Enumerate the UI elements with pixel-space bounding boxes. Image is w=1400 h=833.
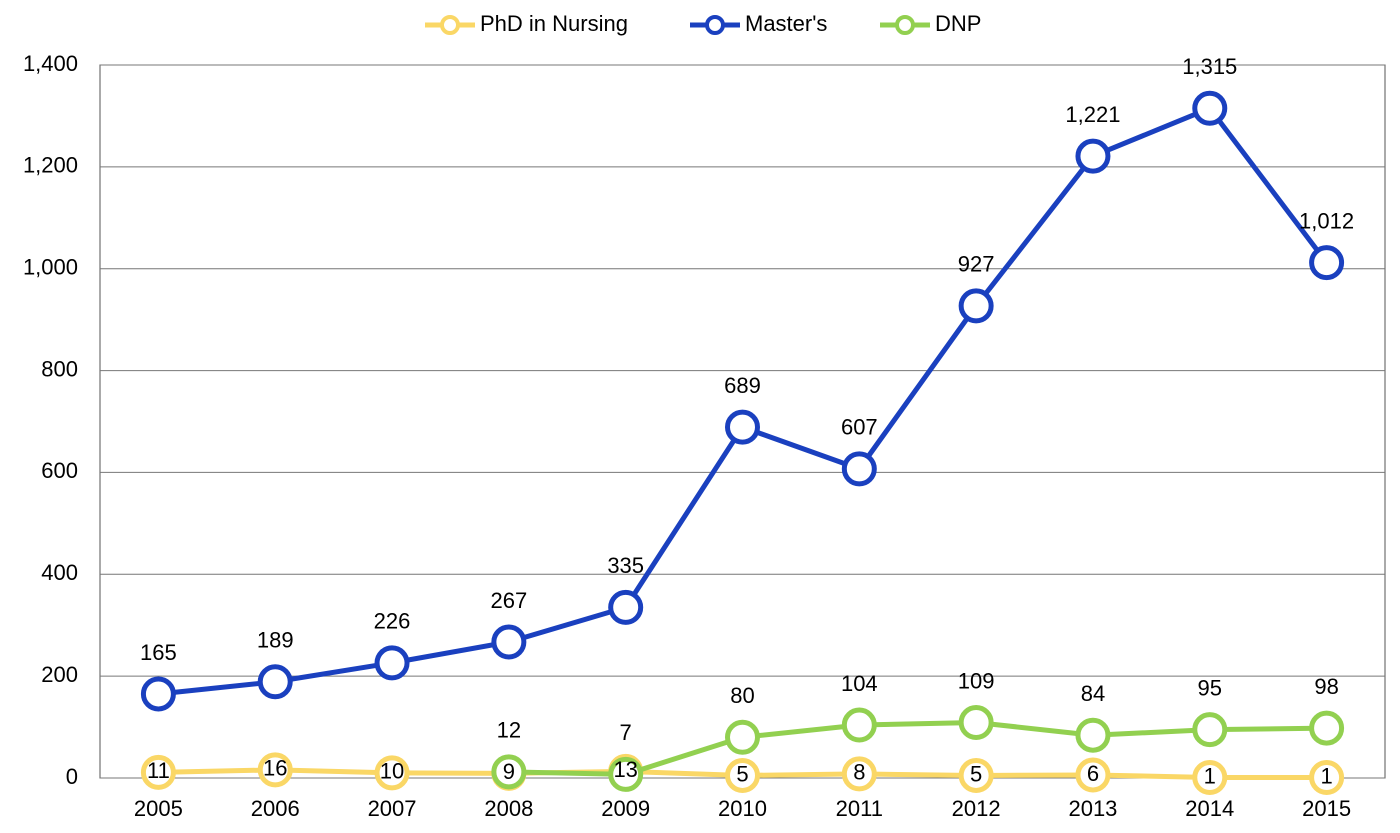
y-tick-label: 1,000 <box>23 255 78 280</box>
x-tick-label: 2005 <box>134 796 183 821</box>
legend-label: DNP <box>935 11 981 36</box>
data-point <box>1309 759 1345 795</box>
data-label: 8 <box>853 760 865 785</box>
data-point <box>1075 138 1111 174</box>
y-tick-label: 400 <box>41 560 78 585</box>
data-point <box>958 757 994 793</box>
data-point <box>1309 710 1345 746</box>
data-point <box>257 664 293 700</box>
data-point <box>257 752 293 788</box>
y-tick-label: 800 <box>41 356 78 381</box>
data-label: 5 <box>970 761 982 786</box>
x-tick-label: 2015 <box>1302 796 1351 821</box>
data-point <box>841 707 877 743</box>
data-label: 98 <box>1314 674 1338 699</box>
y-tick-label: 0 <box>66 764 78 789</box>
legend-label: Master's <box>745 11 827 36</box>
data-label: 80 <box>730 683 754 708</box>
data-point <box>1192 712 1228 748</box>
data-label: 95 <box>1198 675 1222 700</box>
legend-label: PhD in Nursing <box>480 11 628 36</box>
data-point <box>491 624 527 660</box>
x-tick-label: 2013 <box>1068 796 1117 821</box>
data-point <box>140 676 176 712</box>
x-tick-label: 2009 <box>601 796 650 821</box>
data-point <box>608 589 644 625</box>
data-point <box>374 645 410 681</box>
data-label: 9 <box>503 759 515 784</box>
data-label: 607 <box>841 415 878 440</box>
data-point <box>841 451 877 487</box>
data-label: 1,012 <box>1299 208 1354 233</box>
legend-marker <box>440 15 460 35</box>
data-point <box>958 704 994 740</box>
x-tick-label: 2008 <box>484 796 533 821</box>
data-point <box>725 719 760 755</box>
data-label: 226 <box>374 609 411 634</box>
y-tick-label: 1,200 <box>23 153 78 178</box>
data-label: 7 <box>620 720 632 745</box>
data-label: 1,315 <box>1182 54 1237 79</box>
data-point <box>958 288 994 324</box>
data-label: 16 <box>263 756 287 781</box>
data-label: 10 <box>380 759 404 784</box>
x-tick-label: 2014 <box>1185 796 1234 821</box>
data-point <box>1192 90 1228 126</box>
data-label: 1,221 <box>1065 102 1120 127</box>
data-label: 13 <box>613 757 637 782</box>
data-point <box>1075 717 1111 753</box>
data-point <box>1192 759 1228 795</box>
y-tick-label: 600 <box>41 458 78 483</box>
x-tick-label: 2010 <box>718 796 767 821</box>
data-label: 11 <box>147 758 170 783</box>
data-point <box>140 754 176 790</box>
data-point <box>1309 245 1345 281</box>
data-label: 267 <box>491 588 528 613</box>
data-point <box>725 757 760 793</box>
x-tick-label: 2011 <box>836 796 883 821</box>
y-tick-label: 1,400 <box>23 51 78 76</box>
series-line <box>158 105 1329 697</box>
data-label: 927 <box>958 252 995 277</box>
data-label: 104 <box>841 671 878 696</box>
data-label: 1 <box>1320 763 1332 788</box>
data-label: 189 <box>257 628 294 653</box>
data-label: 5 <box>736 761 748 786</box>
legend-marker <box>895 15 915 35</box>
data-point <box>374 755 410 791</box>
data-point <box>608 756 644 792</box>
data-label: 1 <box>1204 763 1216 788</box>
data-label: 689 <box>724 373 761 398</box>
legend-marker <box>705 15 725 35</box>
data-point <box>491 754 527 790</box>
x-tick-label: 2006 <box>251 796 300 821</box>
data-label: 6 <box>1087 761 1099 786</box>
data-point <box>725 409 760 445</box>
data-label: 12 <box>497 718 521 743</box>
series-line <box>508 719 1327 777</box>
data-label: 335 <box>607 553 644 578</box>
data-label: 84 <box>1081 681 1105 706</box>
data-point <box>841 756 877 792</box>
data-point <box>1075 757 1111 793</box>
data-label: 109 <box>958 668 995 693</box>
y-tick-label: 200 <box>41 662 78 687</box>
data-label: 165 <box>140 640 177 665</box>
x-tick-label: 2012 <box>952 796 1001 821</box>
x-tick-label: 2007 <box>368 796 417 821</box>
